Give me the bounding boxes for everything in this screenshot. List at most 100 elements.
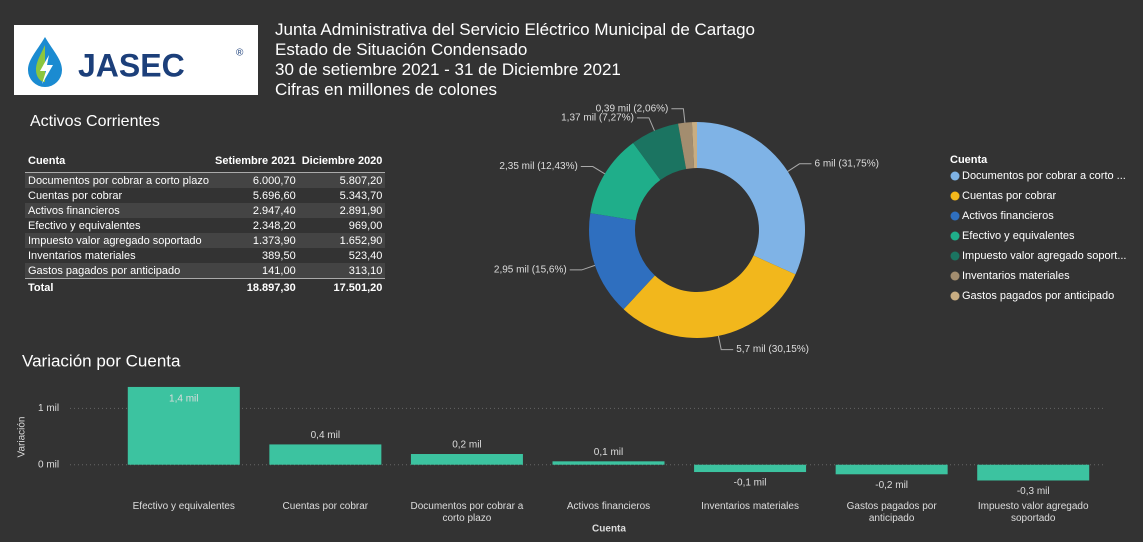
- table-cell: 2.891,90: [298, 203, 386, 218]
- donut-slice: [697, 122, 805, 275]
- table-cell: Gastos pagados por anticipado: [25, 263, 212, 279]
- legend-swatch: [950, 291, 960, 301]
- donut-slice: [633, 123, 687, 181]
- legend-label: Gastos pagados por anticipado: [962, 290, 1114, 302]
- table-cell: 5.343,70: [339, 189, 383, 202]
- column-header: Diciembre 2020: [298, 150, 386, 173]
- bar: [410, 454, 523, 465]
- table-row: Gastos pagados por anticipado 141,00 313,1…: [25, 263, 386, 279]
- bar: [269, 444, 382, 465]
- legend-label: Documentos por cobrar a corto ...: [962, 170, 1126, 182]
- donut-slice: [691, 122, 697, 169]
- x-tick-label: Efectivo y equivalentes: [132, 501, 235, 512]
- legend-label: Cuentas por cobrar: [962, 190, 1056, 202]
- table-cell: 389,50: [262, 249, 296, 262]
- bar: [835, 464, 948, 475]
- data-label: -0,2 mil: [875, 480, 908, 491]
- column-header: Cuenta: [25, 150, 212, 173]
- y-axis-label: Variación: [17, 417, 28, 458]
- table-cell: 141,00: [211, 263, 299, 279]
- total-cell: 18.897,30: [211, 278, 299, 296]
- data-label: 2,35 mil (12,43%): [499, 161, 577, 172]
- x-tick-label: Gastos pagados por anticipado: [846, 501, 937, 524]
- legend-swatch: [950, 171, 960, 181]
- x-tick-label: Inventarios materiales: [701, 501, 799, 512]
- table-cell: Activos financieros: [25, 203, 212, 218]
- table-cell: 5.807,20: [298, 172, 386, 188]
- data-label: 0,4 mil: [311, 430, 340, 441]
- bar: [694, 464, 807, 473]
- legend-label: Inventarios materiales: [962, 270, 1070, 282]
- logo-bolt: [40, 55, 53, 84]
- table-cell: 2.947,40: [211, 203, 299, 218]
- table-cell: Cuentas por cobrar: [28, 189, 123, 202]
- data-label: 0,2 mil: [452, 440, 481, 451]
- table-cell: Documentos por cobrar a corto plazo: [25, 172, 212, 188]
- data-label: 0,39 mil (2,06%): [596, 103, 669, 114]
- table-cell: 969,00: [348, 219, 383, 232]
- x-tick-label: Impuesto valor agregado soportado: [977, 501, 1089, 524]
- x-tick-label: Cuentas por cobrar: [282, 501, 369, 512]
- x-tick-label: Activos financieros: [566, 501, 651, 512]
- bar-title: Variación por Cuenta: [22, 351, 181, 370]
- x-axis-label: Cuenta: [592, 524, 626, 535]
- legend-swatch: [950, 211, 960, 221]
- donut-slice: [590, 142, 661, 221]
- legend-label: Activos financieros: [962, 210, 1054, 222]
- table-header: Cuenta Setiembre 2021 Diciembre 2020: [25, 150, 386, 173]
- table-cell: 2.348,20: [252, 219, 296, 232]
- y-tick-label: 1 mil: [38, 403, 59, 414]
- header-line: Cifras en millones de colones: [275, 80, 498, 99]
- header-line: Estado de Situación Condensado: [275, 40, 528, 59]
- column-header: Setiembre 2021: [211, 150, 299, 173]
- bar: [552, 461, 665, 465]
- leader-line: [580, 166, 606, 175]
- donut-slice: [678, 122, 695, 169]
- table-cell: 5.696,60: [252, 189, 296, 202]
- table-row: Activos financieros 2.947,40 2.891,90: [25, 203, 386, 218]
- legend-swatch: [950, 271, 960, 281]
- data-label: 1,4 mil: [169, 394, 198, 405]
- y-tick-label: 0 mil: [38, 459, 59, 470]
- bar: [127, 386, 240, 465]
- table: Cuenta Setiembre 2021 Diciembre 2020 Docume…: [25, 150, 386, 296]
- table-row: Inventarios materiales 389,50 523,40: [25, 248, 385, 263]
- table-cell: Impuesto valor agregado soportado: [25, 233, 212, 248]
- total-cell: 17.501,20: [298, 278, 386, 296]
- data-label: -0,1 mil: [734, 478, 767, 489]
- data-label: -0,3 mil: [1017, 486, 1050, 497]
- table-row: Cuentas por cobrar 5.696,60 5.343,70: [25, 188, 385, 203]
- legend-swatch: [950, 231, 960, 241]
- data-label: 5,7 mil (30,15%): [736, 344, 809, 355]
- legend-swatch: [950, 251, 960, 261]
- table-row: Impuesto valor agregado soportado 1.373,9…: [25, 233, 386, 248]
- data-label: 2,95 mil (15,6%): [494, 265, 567, 276]
- legend-swatch: [950, 191, 960, 201]
- logo-leaf: [36, 45, 45, 82]
- leader-line: [569, 264, 596, 271]
- legend-label: Efectivo y equivalentes: [962, 230, 1075, 242]
- data-label: 0,1 mil: [594, 447, 623, 458]
- table-cell: Inventarios materiales: [28, 249, 136, 262]
- bar: [977, 464, 1090, 481]
- logo-mark: ®: [236, 48, 244, 59]
- header-line: Junta Administrativa del Servicio Eléctr…: [275, 20, 756, 39]
- donut-slice: [623, 255, 796, 339]
- table-row: Documentos por cobrar a corto plazo 6.000…: [25, 172, 386, 188]
- table-cell: 523,40: [348, 249, 383, 262]
- table-cell: 6.000,70: [211, 172, 299, 188]
- total-cell: Total: [25, 278, 212, 296]
- donut-slice: [589, 213, 655, 310]
- data-label: 1,37 mil (7,27%): [561, 113, 634, 124]
- table-cell: 1.652,90: [298, 233, 386, 248]
- x-tick-label: Documentos por cobrar a corto plazo: [410, 501, 524, 524]
- table-cell: Efectivo y equivalentes: [28, 219, 141, 232]
- legend-title: Cuenta: [950, 154, 988, 166]
- leader-line: [636, 117, 655, 131]
- data-label: 6 mil (31,75%): [814, 158, 878, 169]
- legend-label: Impuesto valor agregado soport...: [962, 250, 1126, 262]
- table-title: Activos Corrientes: [30, 113, 160, 130]
- leader-line: [787, 163, 812, 172]
